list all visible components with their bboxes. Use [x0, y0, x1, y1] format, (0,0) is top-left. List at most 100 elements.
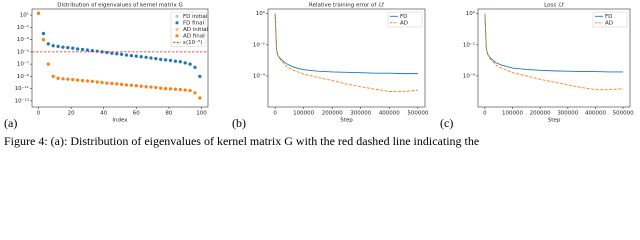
legend-label: ε(10⁻⁵) — [183, 39, 202, 46]
scatter-point — [61, 45, 65, 49]
legend-label: FD final — [183, 20, 204, 26]
x-tick-label: 100000 — [293, 111, 314, 117]
scatter-point — [95, 80, 99, 84]
x-tick-label: 200000 — [530, 111, 551, 117]
legend-box — [592, 11, 628, 28]
scatter-point — [51, 44, 55, 48]
y-tick-label: 10⁻¹¹ — [15, 85, 29, 92]
scatter-point — [159, 86, 163, 90]
legend-box — [387, 11, 423, 28]
scatter-point — [154, 85, 158, 90]
x-tick-label: 20 — [68, 111, 75, 117]
scatter-point — [56, 76, 60, 80]
scatter-point — [100, 80, 104, 85]
scatter-point — [120, 52, 124, 56]
scatter-point — [173, 87, 178, 91]
plot-frame — [477, 8, 631, 108]
scatter-point — [76, 78, 80, 82]
scatter-point — [124, 53, 129, 57]
legend-marker — [175, 34, 179, 38]
scatter-point — [188, 62, 192, 66]
scatter-point — [183, 88, 187, 92]
scatter-point — [154, 56, 158, 61]
scatter-point — [80, 47, 85, 52]
data-line — [274, 13, 418, 75]
caption: Figure 4: (a): Distribution of eigenvalu… — [4, 134, 479, 148]
scatter-point — [134, 84, 138, 88]
scatter-point — [90, 79, 94, 84]
x-tick-label: 400000 — [585, 111, 606, 117]
scatter-point — [178, 60, 182, 64]
legend-label: AD — [400, 20, 408, 26]
data-line — [274, 13, 418, 92]
x-tick-label: 40 — [100, 111, 107, 117]
y-tick-label: 10⁻¹³ — [15, 97, 29, 104]
scatter-point — [168, 87, 173, 91]
x-tick-label: 400000 — [379, 111, 400, 117]
x-tick-label: 500000 — [407, 111, 428, 117]
scatter-point — [124, 83, 129, 87]
y-tick-label: 10⁻² — [253, 41, 265, 48]
scatter-point — [76, 47, 80, 51]
y-tick-label: 10⁻² — [463, 41, 475, 48]
scatter-point — [115, 52, 119, 56]
x-tick-label: 0 — [483, 111, 487, 117]
x-axis-label: Index — [112, 118, 128, 124]
y-tick-label: 10⁻³ — [17, 36, 29, 43]
legend-label: FD — [605, 14, 612, 20]
x-tick-label: 0 — [273, 111, 277, 117]
scatter-point — [159, 57, 163, 61]
scatter-point — [66, 45, 70, 50]
scatter-point — [120, 82, 124, 86]
x-axis-label: Step — [548, 118, 561, 124]
scatter-point — [198, 74, 202, 78]
scatter-point — [95, 49, 99, 53]
scatter-point — [66, 77, 70, 81]
chart-title: Loss ℒf — [544, 3, 565, 9]
x-tick-label: 60 — [133, 111, 140, 117]
x-tick-label: 200000 — [322, 111, 343, 117]
plot-frame — [267, 8, 426, 108]
legend-label: AD initial — [183, 27, 208, 33]
scatter-point — [183, 61, 187, 65]
x-tick-label: 300000 — [350, 111, 371, 117]
scatter-point — [188, 88, 192, 93]
scatter-point — [85, 79, 90, 83]
scatter-point — [41, 38, 46, 42]
x-axis-label: Step — [340, 118, 353, 124]
panel-label: (c) — [440, 116, 453, 130]
legend-label: AD final — [183, 33, 205, 39]
scatter-point — [149, 56, 153, 60]
scatter-point — [164, 58, 168, 62]
plot-frame — [31, 8, 209, 108]
scatter-point — [144, 55, 148, 59]
scatter-point — [90, 49, 94, 53]
y-tick-label: 10⁻⁴ — [463, 72, 476, 79]
chart-title: Relative training error of ℒf — [309, 3, 385, 9]
scatter-point — [61, 77, 65, 81]
x-tick-label: 80 — [165, 111, 172, 117]
scatter-point — [71, 46, 75, 50]
panel-label: (a) — [4, 116, 17, 130]
legend-label: FD — [400, 14, 407, 20]
y-tick-label: 10¹ — [20, 12, 29, 19]
scatter-point — [71, 77, 75, 82]
y-tick-label: 10⁻⁷ — [17, 61, 29, 68]
y-tick-label: 10⁻¹ — [17, 24, 29, 31]
scatter-point — [56, 44, 60, 48]
scatter-point — [193, 65, 197, 69]
scatter-point — [193, 91, 197, 95]
scatter-point — [110, 51, 114, 55]
figure: (a) (b) (c) Figure 4: (a): Distribution … — [4, 3, 634, 148]
x-tick-label: 100000 — [502, 111, 523, 117]
legend-marker — [175, 21, 179, 25]
scatter-point — [129, 53, 134, 58]
scatter-point — [178, 87, 182, 92]
scatter-point — [139, 55, 143, 59]
scatter-point — [129, 83, 134, 87]
scatter-point — [115, 82, 119, 86]
scatter-point — [105, 50, 109, 55]
scatter-point — [110, 81, 114, 86]
scatter-point — [46, 62, 50, 66]
legend-label: AD — [605, 20, 613, 26]
